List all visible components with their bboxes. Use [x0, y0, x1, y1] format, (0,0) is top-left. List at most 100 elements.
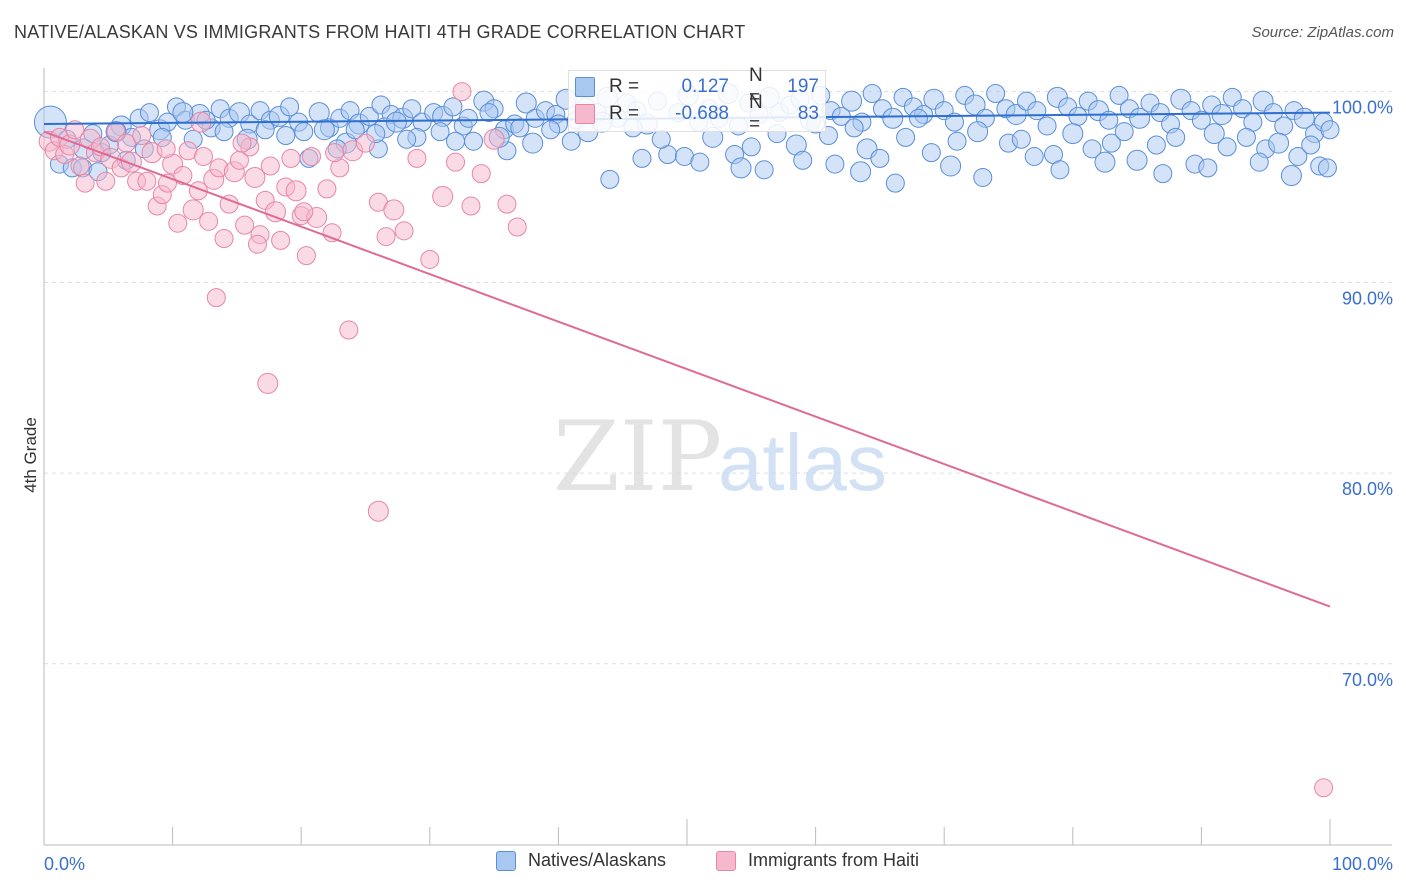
point-haiti	[235, 215, 255, 235]
x-tick-label: 0.0%	[44, 854, 85, 874]
point-haiti	[367, 500, 389, 522]
point-natives	[908, 108, 928, 128]
point-natives	[139, 103, 159, 123]
point-natives	[870, 148, 890, 168]
point-haiti	[281, 148, 301, 168]
point-natives	[1126, 149, 1148, 171]
point-natives	[1320, 120, 1340, 140]
point-haiti	[137, 171, 157, 191]
point-natives	[986, 84, 1006, 104]
point-natives	[741, 137, 761, 157]
point-haiti	[497, 194, 517, 214]
point-natives	[276, 125, 296, 145]
point-haiti	[461, 196, 481, 216]
point-haiti	[182, 199, 204, 221]
point-natives	[632, 148, 652, 168]
point-natives	[1191, 110, 1211, 130]
point-natives	[1082, 139, 1102, 159]
point-haiti	[116, 133, 136, 153]
point-haiti	[260, 156, 280, 176]
point-haiti	[483, 128, 505, 150]
point-natives	[1101, 133, 1121, 153]
point-natives	[1153, 164, 1173, 184]
point-haiti	[206, 288, 226, 308]
point-natives	[1011, 129, 1031, 149]
point-natives	[464, 131, 484, 151]
point-natives	[651, 129, 671, 149]
point-natives	[385, 111, 407, 133]
point-natives	[1068, 106, 1088, 126]
point-haiti	[317, 179, 337, 199]
point-haiti	[383, 199, 405, 221]
stats-n-value: 197	[787, 76, 819, 97]
point-haiti	[75, 173, 95, 193]
point-natives	[921, 143, 941, 163]
source-label: Source: ZipAtlas.com	[1251, 24, 1394, 41]
point-natives	[479, 103, 499, 123]
point-natives	[515, 92, 537, 114]
point-natives	[1050, 160, 1070, 180]
point-natives	[1249, 152, 1269, 172]
point-natives	[294, 122, 314, 142]
y-tick-label: 70.0%	[1342, 670, 1393, 690]
point-natives	[313, 119, 335, 141]
point-natives	[967, 121, 989, 143]
stats-r-value: 0.127	[681, 76, 729, 97]
point-natives	[1099, 110, 1119, 130]
point-natives	[402, 99, 422, 119]
point-natives	[1024, 146, 1044, 166]
point-natives	[1109, 85, 1129, 105]
legend: Natives/Alaskans Immigrants from Haiti	[0, 850, 1406, 880]
stats-swatch-pink	[575, 104, 595, 124]
point-natives	[510, 118, 530, 138]
point-natives	[793, 150, 813, 170]
point-natives	[1288, 146, 1308, 166]
point-haiti	[294, 202, 314, 222]
point-natives	[1062, 123, 1084, 145]
legend-item-natives[interactable]: Natives/Alaskans	[496, 850, 666, 871]
point-haiti	[193, 146, 213, 166]
point-haiti	[70, 156, 90, 176]
point-haiti	[247, 234, 267, 254]
legend-swatch-blue	[496, 850, 516, 871]
point-haiti	[376, 227, 396, 247]
point-natives	[255, 120, 275, 140]
point-haiti	[264, 201, 286, 223]
watermark-atlas: atlas	[718, 418, 887, 507]
stats-r-value: -0.688	[675, 103, 729, 124]
point-natives	[896, 127, 916, 147]
tick-labels: 100.0% 90.0% 80.0% 70.0% 0.0% 100.0%	[44, 98, 1393, 874]
point-haiti	[339, 320, 359, 340]
point-natives	[446, 131, 466, 151]
point-natives	[944, 112, 964, 132]
legend-item-haiti[interactable]: Immigrants from Haiti	[716, 850, 919, 871]
point-haiti	[471, 164, 491, 184]
point-natives	[885, 173, 905, 193]
point-natives	[1037, 116, 1057, 136]
point-natives	[1203, 123, 1225, 145]
point-natives	[522, 132, 544, 154]
point-natives	[443, 97, 463, 117]
chart-title: NATIVE/ALASKAN VS IMMIGRANTS FROM HAITI …	[14, 22, 746, 42]
point-haiti	[285, 180, 307, 202]
point-natives	[862, 84, 882, 104]
point-haiti	[271, 230, 291, 250]
point-haiti	[1314, 778, 1334, 798]
point-natives	[280, 97, 300, 117]
point-haiti	[446, 152, 466, 172]
point-natives	[1236, 127, 1256, 147]
point-natives	[754, 160, 774, 180]
point-haiti	[199, 211, 219, 231]
stats-n-label: N =	[749, 92, 763, 135]
legend-swatch-pink	[716, 850, 736, 871]
point-natives	[430, 122, 450, 142]
point-natives	[1317, 158, 1337, 178]
stats-n-label: N =	[749, 65, 763, 108]
x-tick-label: 100.0%	[1332, 854, 1393, 874]
stats-box: R = 0.127 N = 197 R = -0.688 N = 83	[568, 65, 826, 135]
point-natives	[458, 108, 478, 128]
y-tick-label: 90.0%	[1342, 288, 1393, 308]
point-haiti	[394, 221, 414, 241]
